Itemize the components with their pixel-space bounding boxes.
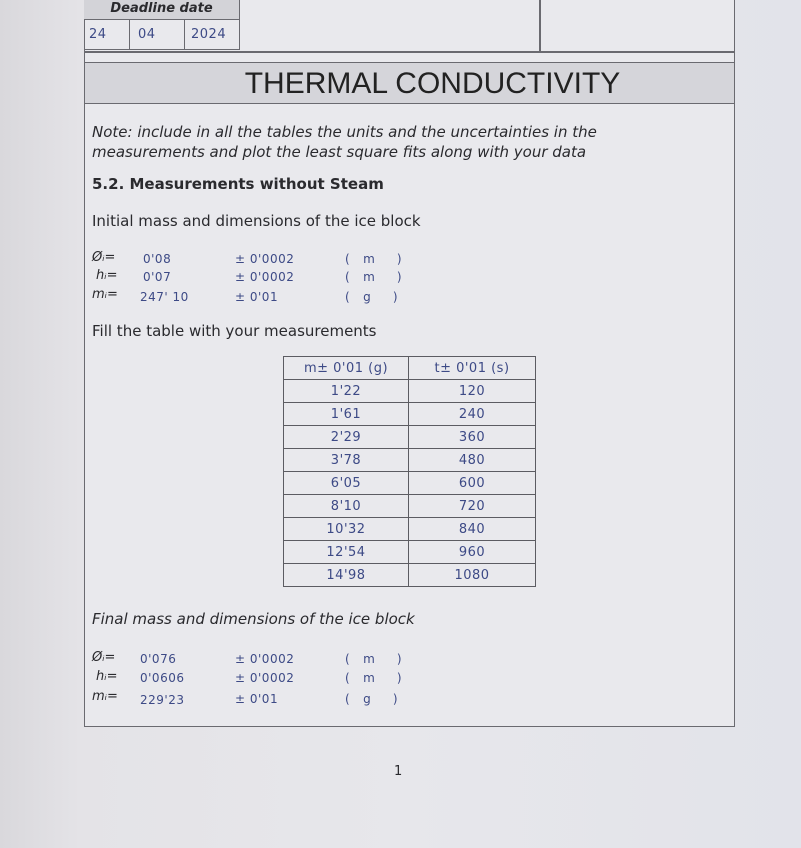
value: 0'07 <box>143 270 172 284</box>
header-rule <box>84 51 735 53</box>
table-row: 6'05 600 <box>283 471 536 495</box>
label: mᵢ= <box>92 689 118 704</box>
deadline-header: Deadline date <box>84 0 240 20</box>
unit-value: m <box>363 270 376 284</box>
label: Øᵢ= <box>92 250 116 265</box>
header-divider <box>539 0 541 52</box>
uncertainty: ± 0'01 <box>235 290 279 304</box>
title-band: THERMAL CONDUCTIVITY <box>85 62 734 104</box>
measurements-table: m± 0'01 (g) t± 0'01 (s) 1'22 120 1'61 240 2'… <box>283 356 536 587</box>
table-row: 8'10 720 <box>283 494 536 518</box>
unit: ( m ) <box>345 252 403 266</box>
table-row: 3'78 480 <box>283 448 536 472</box>
fill-instruction: Fill the table with your measurements <box>92 322 377 340</box>
uncertainty: ± 0'0002 <box>235 270 295 284</box>
table-row: 1'22 120 <box>283 379 536 403</box>
deadline-year: 2024 <box>185 20 240 50</box>
unit-value: m <box>363 652 376 666</box>
unit: ( g ) <box>345 692 399 706</box>
uncertainty: ± 0'0002 <box>235 252 295 266</box>
time-cell: 960 <box>408 540 536 564</box>
uncertainty: ± 0'0002 <box>235 652 295 666</box>
mass-cell: 2'29 <box>283 425 409 449</box>
unit: ( m ) <box>345 270 403 284</box>
table-row: 14'98 1080 <box>283 563 536 587</box>
time-cell: 720 <box>408 494 536 518</box>
initial-heading: Initial mass and dimensions of the ice b… <box>92 212 421 230</box>
note-line-1: Note: include in all the tables the unit… <box>92 123 597 141</box>
time-cell: 240 <box>408 402 536 426</box>
time-cell: 1080 <box>408 563 536 587</box>
mass-cell: 1'22 <box>283 379 409 403</box>
final-heading: Final mass and dimensions of the ice blo… <box>92 610 415 628</box>
page-title: THERMAL CONDUCTIVITY <box>244 67 621 100</box>
deadline-year-value: 2024 <box>191 27 227 42</box>
unit: ( m ) <box>345 671 403 685</box>
uncertainty: ± 0'0002 <box>235 671 295 685</box>
label: Øᵢ= <box>92 650 116 665</box>
table-header-row: m± 0'01 (g) t± 0'01 (s) <box>283 356 536 380</box>
mass-cell: 12'54 <box>283 540 409 564</box>
mass-cell: 10'32 <box>283 517 409 541</box>
time-cell: 600 <box>408 471 536 495</box>
unit: ( m ) <box>345 652 403 666</box>
unit-value: m <box>363 252 376 266</box>
deadline-month-value: 04 <box>138 27 156 42</box>
mass-cell: 14'98 <box>283 563 409 587</box>
value: 0'0606 <box>140 671 185 685</box>
section-heading: 5.2. Measurements without Steam <box>92 175 384 193</box>
label: hᵢ= <box>96 268 118 283</box>
deadline-day-value: 24 <box>89 27 107 42</box>
table-row: 2'29 360 <box>283 425 536 449</box>
uncertainty: ± 0'01 <box>235 692 279 706</box>
deadline-month: 04 <box>130 20 185 50</box>
mass-cell: 8'10 <box>283 494 409 518</box>
time-cell: 360 <box>408 425 536 449</box>
table-row: 1'61 240 <box>283 402 536 426</box>
value: 0'08 <box>143 252 172 266</box>
mass-cell: 1'61 <box>283 402 409 426</box>
label: mᵢ= <box>92 287 118 302</box>
unit-value: m <box>363 671 376 685</box>
label: hᵢ= <box>96 669 118 684</box>
time-cell: 120 <box>408 379 536 403</box>
page-number: 1 <box>394 764 403 779</box>
time-cell: 480 <box>408 448 536 472</box>
value: 229'23 <box>140 693 185 707</box>
deadline-day: 24 <box>84 20 130 50</box>
mass-cell: 3'78 <box>283 448 409 472</box>
table-row: 12'54 960 <box>283 540 536 564</box>
header-mass: m± 0'01 (g) <box>283 356 409 380</box>
mass-cell: 6'05 <box>283 471 409 495</box>
unit-value: g <box>363 290 372 304</box>
note-line-2: measurements and plot the least square f… <box>92 143 587 161</box>
header-time: t± 0'01 (s) <box>408 356 536 380</box>
table-row: 10'32 840 <box>283 517 536 541</box>
value: 247' 10 <box>140 290 189 304</box>
unit-value: g <box>363 692 372 706</box>
unit: ( g ) <box>345 290 399 304</box>
value: 0'076 <box>140 652 177 666</box>
time-cell: 840 <box>408 517 536 541</box>
